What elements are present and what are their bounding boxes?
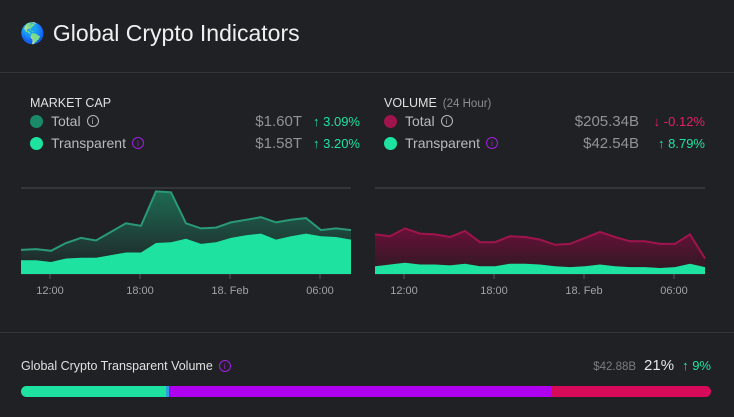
bar-segment xyxy=(21,386,166,397)
x-tick-label: 18. Feb xyxy=(211,285,248,297)
divider xyxy=(0,332,734,333)
info-icon[interactable]: i xyxy=(131,137,144,149)
x-tick-label: 06:00 xyxy=(306,285,334,297)
series-line-total xyxy=(374,227,706,260)
arrow-up-icon: ↑ xyxy=(313,135,320,151)
transparent-dot xyxy=(384,136,397,150)
market-cap-heading: MARKET CAP xyxy=(30,96,112,110)
x-tick-label: 18. Feb xyxy=(565,285,602,297)
volume-heading: VOLUME xyxy=(384,96,437,110)
x-tick-label: 18:00 xyxy=(126,285,154,297)
transparent-volume-label: Global Crypto Transparent Volume i xyxy=(21,359,231,373)
x-tick-label: 12:00 xyxy=(390,285,418,297)
total-dot xyxy=(384,114,397,128)
bar-segment xyxy=(165,386,169,397)
info-icon[interactable]: i xyxy=(440,115,453,127)
arrow-down-icon: ↓ xyxy=(653,113,661,129)
series-line-total xyxy=(20,190,352,252)
info-icon[interactable]: i xyxy=(218,360,231,372)
series-area-transparent xyxy=(21,233,351,274)
legend-total: Total i $205.34B ↓ -0.12% xyxy=(384,110,705,132)
legend-transparent: Transparent i $42.54B ↑ 8.79% xyxy=(384,132,705,154)
info-icon[interactable]: i xyxy=(86,115,99,127)
transparent-dot xyxy=(30,136,43,150)
arrow-up-icon: ↑ xyxy=(313,113,320,129)
legend-transparent: Transparent i $1.58T ↑ 3.20% xyxy=(30,132,360,154)
volume-panel: VOLUME (24 Hour) Total i $205.34B ↓ -0.12… xyxy=(384,96,705,154)
series-area-transparent xyxy=(375,262,705,274)
transparent-volume-bar xyxy=(21,386,711,397)
volume-chart[interactable]: 12:00 18:00 18. Feb 06:00 xyxy=(0,0,734,300)
change-up: ↑ 3.09% xyxy=(313,113,360,129)
divider xyxy=(0,72,734,73)
x-tick-label: 06:00 xyxy=(660,285,688,297)
x-tick-label: 12:00 xyxy=(36,285,64,297)
info-icon[interactable]: i xyxy=(485,137,498,149)
arrow-up-icon: ↑ xyxy=(658,135,665,151)
legend-total: Total i $1.60T ↑ 3.09% xyxy=(30,110,360,132)
bar-segment xyxy=(168,386,553,397)
market-cap-chart[interactable]: 12:00 18:00 18. Feb 06:00 xyxy=(0,0,734,300)
page-title: 🌎 Global Crypto Indicators xyxy=(20,20,300,46)
transparent-volume-stats: $42.88B 21% ↑ 9% xyxy=(593,357,711,374)
bar-segment xyxy=(552,386,711,397)
arrow-up-icon: ↑ xyxy=(682,358,689,373)
total-dot xyxy=(30,114,43,128)
market-cap-panel: MARKET CAP Total i $1.60T ↑ 3.09% Transp… xyxy=(30,96,360,154)
globe-icon: 🌎 xyxy=(20,23,45,45)
x-tick-label: 18:00 xyxy=(480,285,508,297)
